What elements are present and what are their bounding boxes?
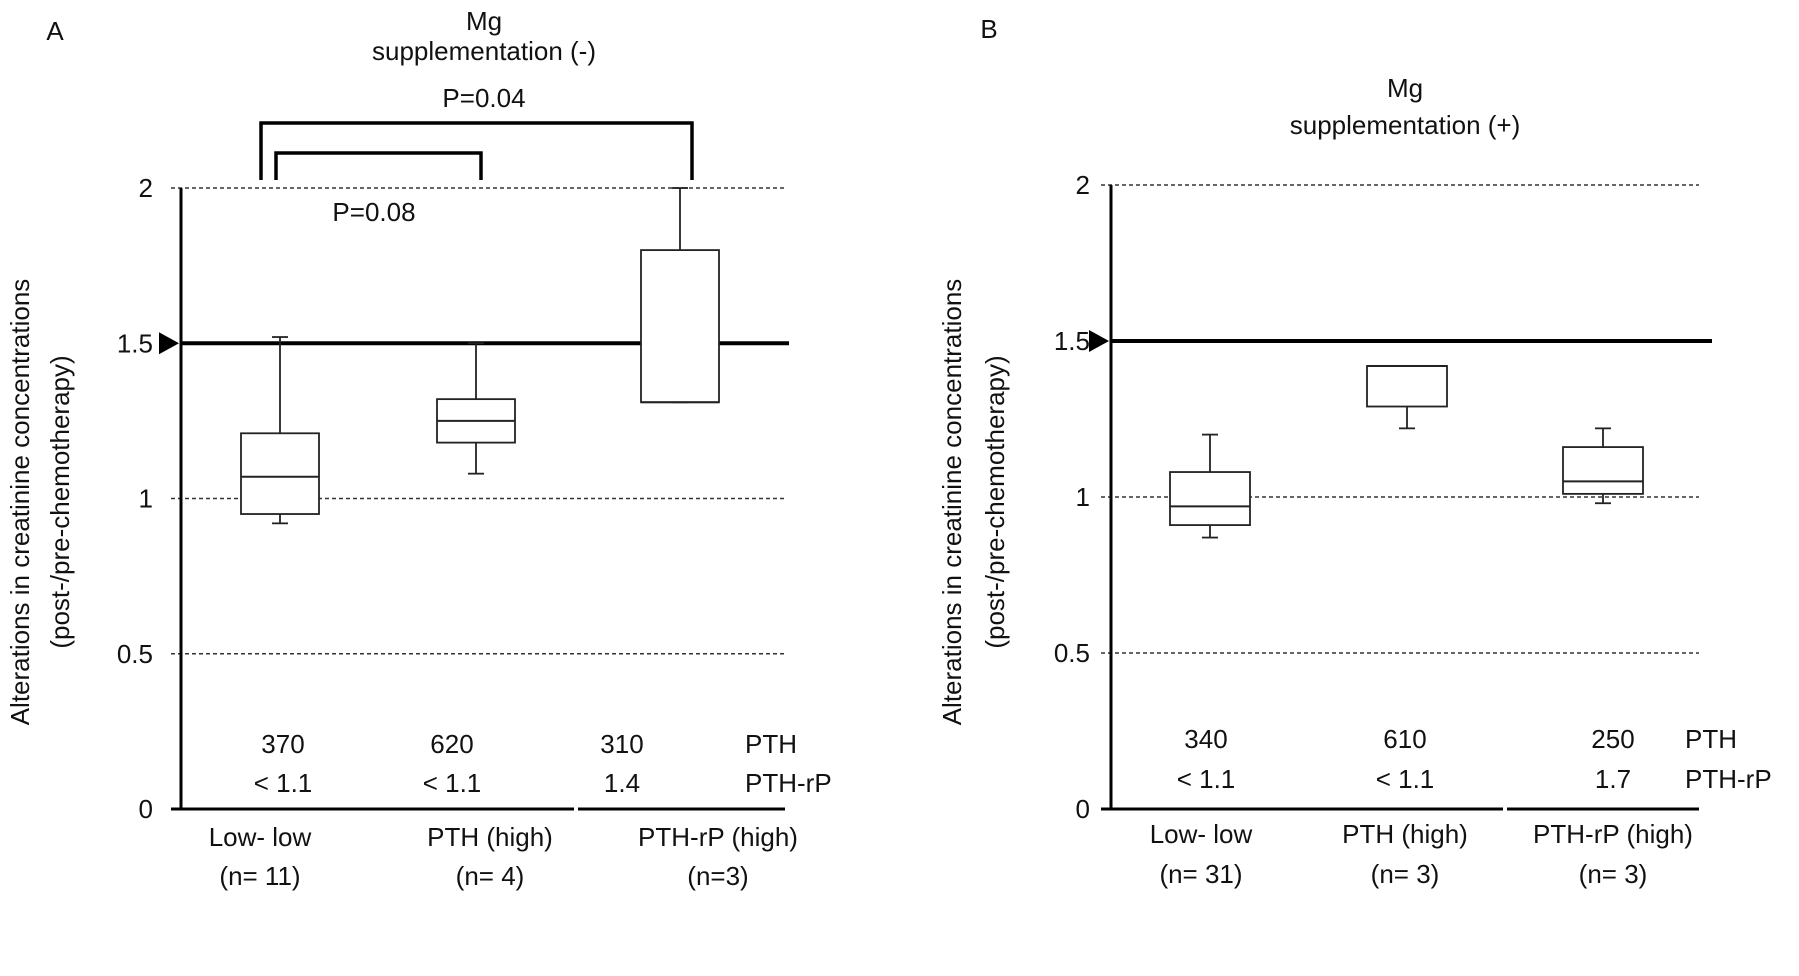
box xyxy=(240,432,320,515)
x-category-n-label: (n= 31) xyxy=(1159,859,1242,889)
p-value-label: P=0.04 xyxy=(442,83,525,113)
y-tick-label: 2 xyxy=(1076,170,1090,200)
significance-bracket xyxy=(259,121,694,180)
y-tick-label: 0 xyxy=(1076,794,1090,824)
p-value-label: P=0.08 xyxy=(332,197,415,227)
y-axis-label-line: (post-/pre-chemotherapy) xyxy=(980,355,1010,648)
box-plot xyxy=(1366,364,1448,430)
reference-arrow-icon xyxy=(159,332,179,355)
pth-value: 250 xyxy=(1591,724,1634,754)
y-axis-label: Alterations in creatinine concentrations… xyxy=(937,279,1010,726)
box xyxy=(640,249,720,404)
pthrp-value: < 1.1 xyxy=(1376,764,1435,794)
box-plot xyxy=(1562,427,1644,505)
panel-label: B xyxy=(980,14,997,44)
pthrp-value: < 1.1 xyxy=(254,768,313,798)
x-category-n-label: (n= 4) xyxy=(456,861,525,891)
pthrp-value: < 1.1 xyxy=(423,768,482,798)
x-category-label: PTH-rP (high) xyxy=(1533,819,1693,849)
panel-title-line: Mg xyxy=(466,6,502,36)
y-axis-label-line: Alterations in creatinine concentrations xyxy=(937,279,967,726)
reference-arrow-icon xyxy=(1089,330,1109,352)
pthrp-value: 1.7 xyxy=(1595,764,1631,794)
x-category-label: PTH (high) xyxy=(427,822,553,852)
panel-title-line: supplementation (+) xyxy=(1290,110,1521,140)
row-label-pthrp: PTH-rP xyxy=(745,768,832,798)
panel-b: B Mg supplementation (+) Alterations in cre… xyxy=(937,14,1772,889)
pth-value: 620 xyxy=(430,729,473,759)
x-category-n-label: (n=3) xyxy=(687,861,748,891)
y-axis-label-line: Alterations in creatinine concentrations xyxy=(5,279,35,726)
row-label-pth: PTH xyxy=(745,729,797,759)
significance-bracket xyxy=(274,151,483,180)
y-tick-label: 0.5 xyxy=(117,639,153,669)
y-tick-label: 0.5 xyxy=(1054,638,1090,668)
y-tick-label: 2 xyxy=(139,173,153,203)
pth-value: 340 xyxy=(1184,724,1227,754)
y-tick-label: 1 xyxy=(1076,482,1090,512)
panel-title-line: supplementation (-) xyxy=(372,36,596,66)
box-plot xyxy=(1169,433,1251,539)
y-axis-label: Alterations in creatinine concentrations… xyxy=(5,279,75,726)
x-category-label: Low- low xyxy=(1150,819,1253,849)
row-label-pthrp: PTH-rP xyxy=(1685,764,1772,794)
y-axis-label-line: (post-/pre-chemotherapy) xyxy=(45,355,75,648)
y-tick-label: 1 xyxy=(139,484,153,514)
box xyxy=(1366,365,1448,408)
panel-label: A xyxy=(46,16,64,46)
y-tick-label: 0 xyxy=(139,794,153,824)
box-plot xyxy=(640,187,720,404)
x-category-n-label: (n= 3) xyxy=(1579,859,1648,889)
y-tick-label: 1.5 xyxy=(1054,326,1090,356)
box xyxy=(1562,446,1644,495)
box xyxy=(1169,471,1251,526)
pthrp-value: 1.4 xyxy=(604,768,640,798)
pthrp-value: < 1.1 xyxy=(1177,764,1236,794)
x-category-label: PTH (high) xyxy=(1342,819,1468,849)
pth-value: 370 xyxy=(261,729,304,759)
box-plot xyxy=(240,336,320,525)
x-category-n-label: (n= 11) xyxy=(219,861,300,891)
row-label-pth: PTH xyxy=(1685,724,1737,754)
y-tick-label: 1.5 xyxy=(117,328,153,358)
box-plot xyxy=(436,342,516,475)
x-category-label: PTH-rP (high) xyxy=(638,822,798,852)
pth-value: 310 xyxy=(600,729,643,759)
x-category-label: Low- low xyxy=(209,822,312,852)
x-category-n-label: (n= 3) xyxy=(1371,859,1440,889)
panel-title-line: Mg xyxy=(1387,73,1423,103)
pth-value: 610 xyxy=(1383,724,1426,754)
